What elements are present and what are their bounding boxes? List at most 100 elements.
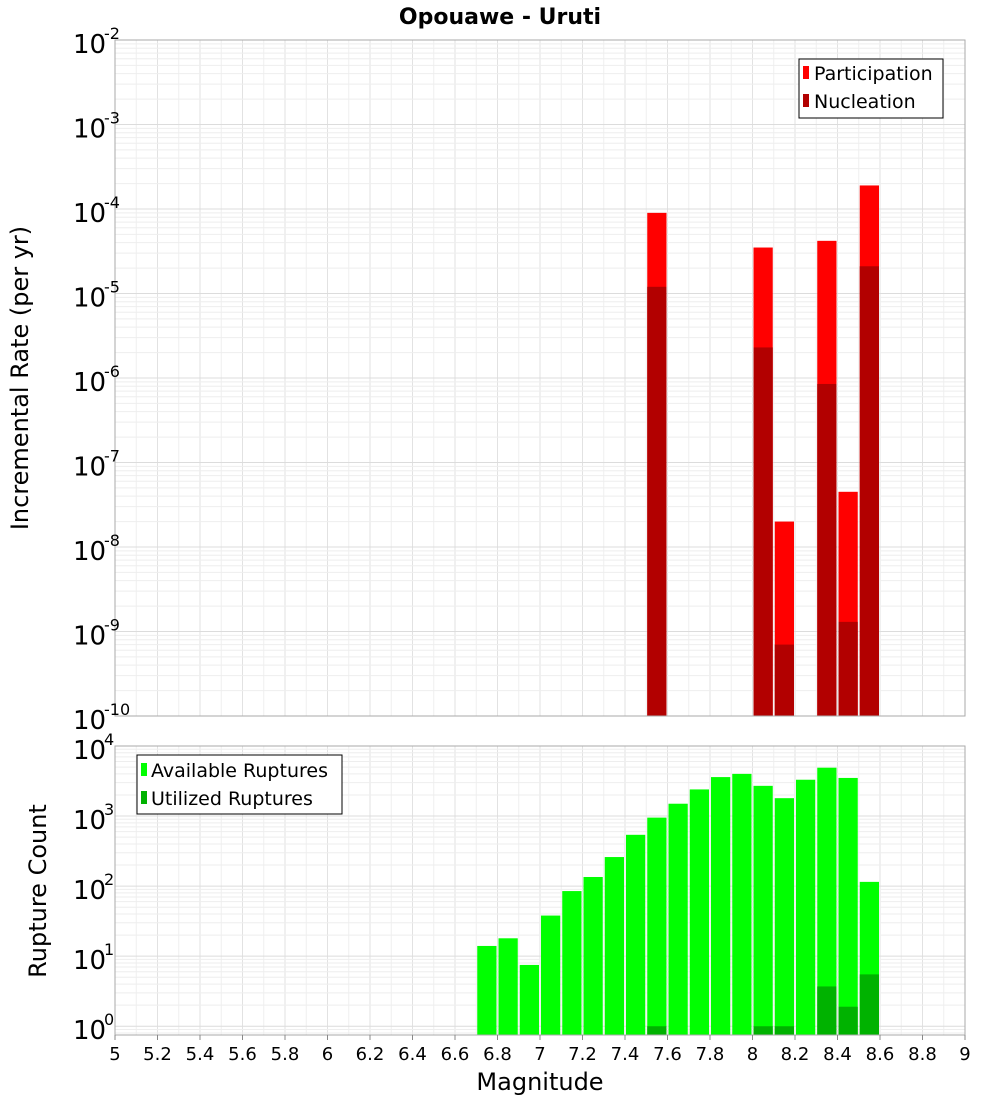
x-tick-label: 5.8 — [271, 1044, 300, 1065]
y-tick-label: 10 — [73, 946, 106, 976]
count-bar-a — [668, 803, 688, 1035]
y-tick-exponent: 4 — [104, 730, 114, 749]
x-tick-label: 5.2 — [143, 1044, 172, 1065]
y-tick-exponent: -9 — [104, 616, 120, 635]
x-tick-label: 5.6 — [228, 1044, 257, 1065]
y-tick-label: 10 — [73, 622, 106, 652]
legend-label-nucleation: Nucleation — [814, 91, 916, 113]
x-tick-label: 8.4 — [823, 1044, 852, 1065]
count-bar-a — [604, 857, 624, 1035]
count-bar-a — [647, 817, 667, 1035]
count-bar-a — [796, 779, 816, 1035]
count-x-axis-label: Magnitude — [476, 1068, 603, 1096]
rate-legend: Participation Nucleation — [798, 58, 944, 119]
count-bar-b — [859, 974, 879, 1035]
y-tick-exponent: -6 — [104, 362, 120, 381]
count-bar-b — [753, 1026, 773, 1035]
chart-title: Opouawe - Uruti — [399, 5, 601, 30]
rate-grid — [114, 39, 966, 717]
count-bar-a — [753, 785, 773, 1035]
rate-bar-b — [647, 286, 667, 716]
count-legend: Available Ruptures Utilized Ruptures — [136, 754, 343, 815]
x-tick-label: 6.4 — [398, 1044, 427, 1065]
count-bar-a — [583, 876, 603, 1035]
y-tick-label: 10 — [73, 284, 106, 314]
x-tick-label: 6.8 — [483, 1044, 512, 1065]
y-tick-exponent: -5 — [104, 278, 120, 297]
y-tick-exponent: -3 — [104, 109, 120, 128]
x-tick-label: 6.6 — [441, 1044, 470, 1065]
count-bar-a — [711, 777, 731, 1035]
y-tick-label: 10 — [73, 115, 106, 145]
legend-swatch-utilized — [141, 791, 147, 804]
y-tick-label: 10 — [73, 706, 106, 736]
x-tick-label: 8.8 — [908, 1044, 937, 1065]
rate-bar-b — [753, 347, 773, 716]
y-tick-label: 10 — [73, 1016, 106, 1046]
x-tick-label: 7.8 — [696, 1044, 725, 1065]
y-tick-exponent: 1 — [104, 940, 114, 959]
rate-legend-box — [798, 58, 944, 119]
x-tick-label: 8.2 — [781, 1044, 810, 1065]
y-tick-label: 10 — [73, 537, 106, 567]
x-tick-label: 7.6 — [653, 1044, 682, 1065]
count-bar-b — [838, 1006, 858, 1035]
count-bars — [477, 767, 879, 1035]
count-y-axis-label: Rupture Count — [24, 804, 52, 978]
legend-swatch-available — [141, 763, 147, 776]
y-tick-exponent: -10 — [104, 700, 130, 719]
legend-label-participation: Participation — [814, 63, 933, 85]
x-tick-label: 5.4 — [186, 1044, 215, 1065]
count-bar-a — [774, 798, 794, 1035]
count-bar-b — [774, 1026, 794, 1035]
x-tick-label: 7.2 — [568, 1044, 597, 1065]
y-tick-label: 10 — [73, 368, 106, 398]
legend-swatch-participation — [803, 66, 809, 79]
count-bar-b — [647, 1026, 667, 1035]
count-bar-a — [477, 945, 497, 1035]
rate-plot-frame — [114, 39, 966, 717]
count-bar-b — [817, 986, 837, 1035]
count-x-ticks: 5 5.2 5.4 5.6 5.8 6 6.2 6.4 6.6 6.8 7 7.2 7.4 7.6 7.8 8… — [109, 1035, 971, 1065]
legend-label-available: Available Ruptures — [151, 760, 328, 782]
count-bar-a — [732, 773, 752, 1035]
rate-y-axis-label: Incremental Rate (per yr) — [6, 226, 34, 530]
count-grid — [114, 745, 966, 1035]
y-tick-label: 10 — [73, 876, 106, 906]
count-legend-box — [136, 754, 343, 815]
count-bar-a — [838, 777, 858, 1035]
x-tick-label: 6 — [322, 1044, 333, 1065]
y-tick-label: 10 — [73, 736, 106, 766]
count-bar-a — [626, 834, 646, 1035]
rate-bars — [647, 185, 879, 717]
count-bar-a — [562, 891, 582, 1035]
y-tick-label: 10 — [73, 453, 106, 483]
y-tick-label: 10 — [73, 30, 106, 60]
rate-bar-b — [774, 644, 794, 716]
count-bar-a — [519, 964, 539, 1035]
y-tick-exponent: -7 — [104, 447, 120, 466]
x-tick-label: 7 — [534, 1044, 545, 1065]
x-tick-label: 8 — [747, 1044, 758, 1065]
count-bar-a — [817, 767, 837, 1035]
count-bar-a — [689, 789, 709, 1035]
y-tick-exponent: -8 — [104, 531, 120, 550]
x-tick-label: 9 — [959, 1044, 970, 1065]
y-tick-label: 10 — [73, 199, 106, 229]
x-tick-label: 8.6 — [866, 1044, 895, 1065]
count-bar-a — [498, 938, 518, 1035]
y-tick-exponent: 3 — [104, 800, 114, 819]
x-tick-label: 5 — [109, 1044, 120, 1065]
rate-bar-b — [838, 621, 858, 716]
rate-bar-b — [817, 383, 837, 716]
count-bar-a — [541, 915, 561, 1035]
y-tick-exponent: 2 — [104, 870, 114, 889]
y-tick-exponent: -4 — [104, 193, 120, 212]
rate-bar-b — [859, 266, 879, 716]
x-tick-label: 7.4 — [611, 1044, 640, 1065]
